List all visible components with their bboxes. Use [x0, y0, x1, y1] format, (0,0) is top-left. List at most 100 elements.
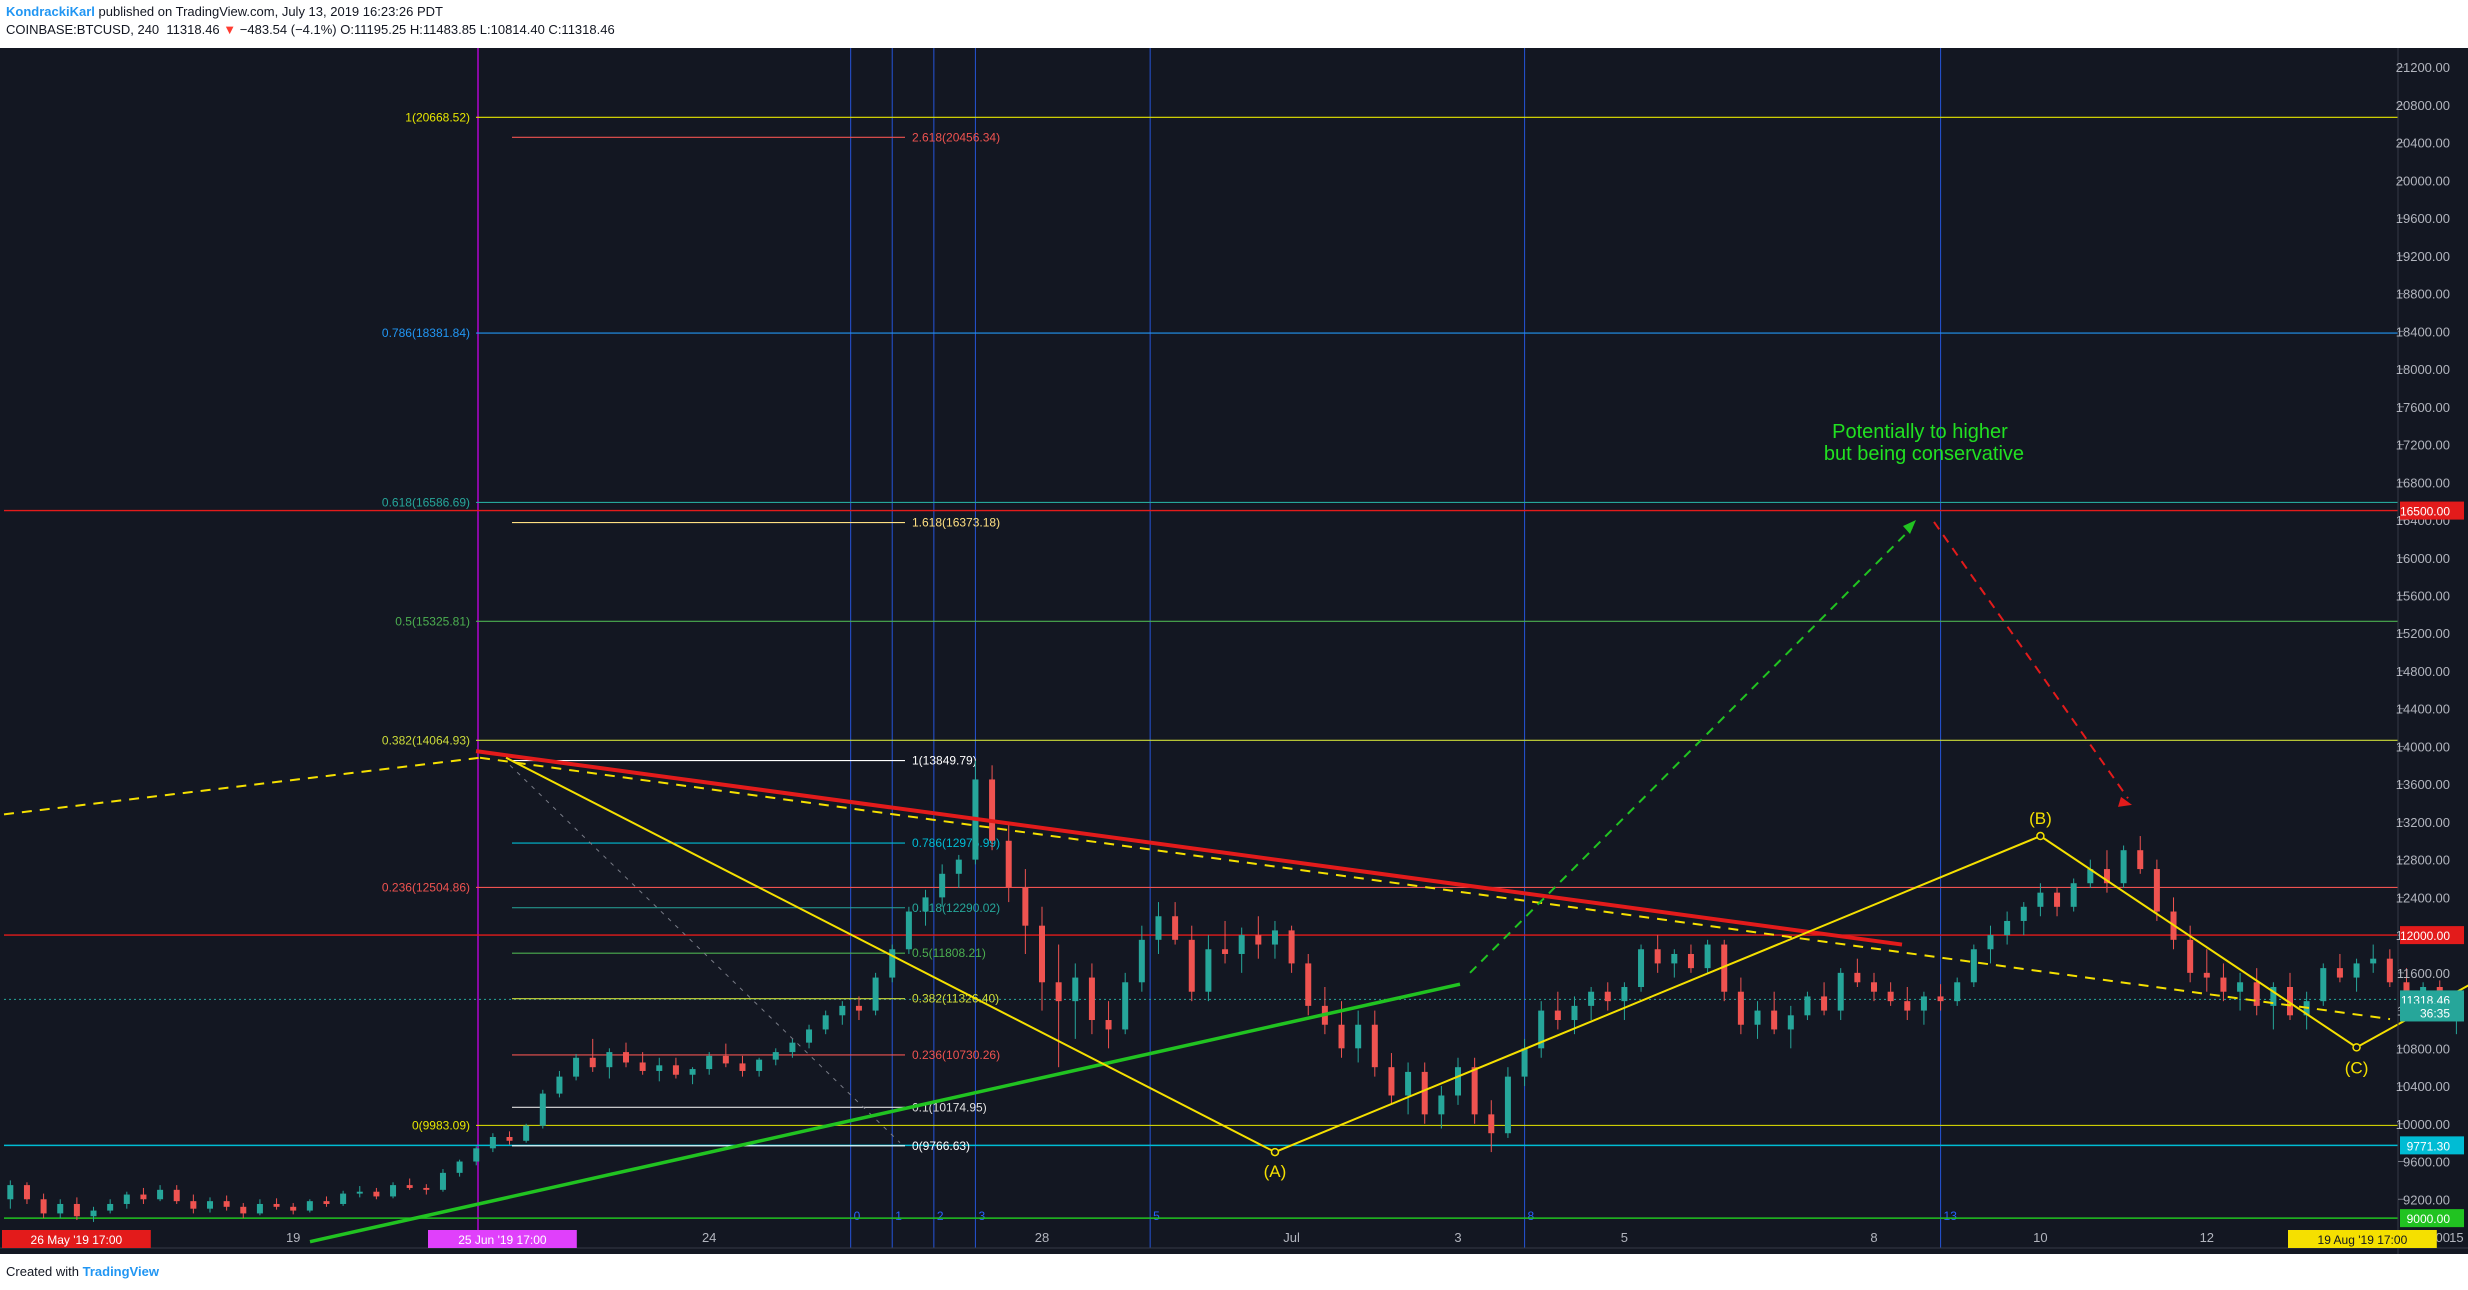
price-tick-label: 12800.00 — [2396, 853, 2450, 868]
x-marker-label-box — [428, 1230, 577, 1248]
candle-body — [1055, 982, 1062, 1002]
bearish-projection — [1933, 521, 2129, 799]
candle-body — [656, 1065, 663, 1071]
price-tick-label: 14800.00 — [2396, 664, 2450, 679]
candle-body — [1588, 991, 1595, 1006]
candle-body — [1371, 1024, 1378, 1068]
price-tick-label: 14000.00 — [2396, 739, 2450, 754]
candle-body — [1571, 1005, 1578, 1021]
fib-diagonal — [509, 764, 901, 1144]
candle-body — [2137, 850, 2144, 870]
price-tick-label: 20000.00 — [2396, 173, 2450, 188]
candle-body — [1970, 949, 1977, 983]
drawings: (A)(B)(C)(D)(E) — [3, 520, 2468, 1244]
candle-body — [1388, 1067, 1395, 1096]
support-trendline — [309, 982, 1461, 1244]
fib-small-label: 0.382(11326.40) — [912, 992, 999, 1006]
fib-small-label: 2.618(20456.34) — [912, 130, 1000, 144]
price-tick-label: 15200.00 — [2396, 626, 2450, 641]
time-tick-label: Jul — [1283, 1230, 1300, 1245]
candle-body — [889, 949, 896, 978]
candle-body — [955, 859, 962, 874]
candle-body — [2203, 972, 2210, 978]
candle-body — [1554, 1010, 1561, 1021]
candle-body — [706, 1055, 713, 1070]
candle-body — [223, 1201, 230, 1207]
ohlc-values: O:11195.25 H:11483.85 L:10814.40 C:11318… — [340, 22, 615, 37]
candle-body — [639, 1062, 646, 1071]
tradingview-logo[interactable]: TradingView — [82, 1264, 159, 1279]
wave-point — [1270, 1147, 1280, 1157]
candle-body — [922, 897, 929, 912]
candle-body — [439, 1172, 446, 1190]
time-zone-label: 13 — [1944, 1209, 1958, 1223]
time-zone-label: 1 — [895, 1209, 902, 1223]
time-tick-label: 10 — [2033, 1230, 2047, 1245]
price-axis[interactable]: 8800.009200.009600.0010000.0010400.00108… — [2396, 48, 2464, 1254]
price-label: 16500.00 — [2400, 505, 2450, 519]
candles — [7, 760, 2460, 1222]
wave-label: (A) — [1264, 1162, 1287, 1181]
time-tick-label: 5 — [1621, 1230, 1628, 1245]
fib-large-label: 1(20668.52) — [405, 110, 470, 124]
price-tick-label: 13600.00 — [2396, 777, 2450, 792]
price-tick-label: 14400.00 — [2396, 702, 2450, 717]
candle-body — [1804, 996, 1811, 1016]
candle-body — [1538, 1010, 1545, 1049]
candle-body — [506, 1136, 513, 1141]
candle-body — [2037, 892, 2044, 907]
price-chart[interactable]: 012358132134 1(20668.52)0.786(18381.84)0… — [0, 48, 2468, 1254]
dashed-trendline-left — [3, 756, 481, 816]
wave-point — [2036, 831, 2045, 841]
x-end-label-box — [2288, 1230, 2437, 1248]
dashed-trendline-right — [479, 756, 2391, 1021]
candle-body — [2153, 869, 2160, 912]
publish-info: KondrackiKarl published on TradingView.c… — [6, 4, 443, 19]
price-label: 12000.00 — [2400, 929, 2450, 943]
candle-body — [1405, 1071, 1412, 1096]
price-tick-label: 18400.00 — [2396, 324, 2450, 339]
candle-body — [1638, 949, 1645, 987]
candle-body — [839, 1005, 846, 1016]
candle-body — [1987, 935, 1994, 950]
candle-body — [173, 1189, 180, 1202]
fib-retracements: 1(20668.52) 0.786(18381.84) 0.618(16586.69… — [382, 110, 2398, 1153]
candle-body — [373, 1191, 380, 1197]
candle-body — [2237, 982, 2244, 992]
candle-body — [1188, 939, 1195, 992]
down-arrow-icon: ▼ — [223, 22, 237, 37]
price-label-box — [2400, 1003, 2464, 1022]
last-price: 11318.46 — [166, 22, 220, 37]
candle-body — [456, 1161, 463, 1173]
candle-body — [1521, 1048, 1528, 1077]
published-text: published on TradingView.com, July 13, 2… — [98, 4, 443, 19]
candle-body — [157, 1189, 164, 1200]
price-change: −483.54 (−4.1%) — [239, 22, 337, 37]
candle-body — [772, 1052, 779, 1060]
price-tick-label: 10800.00 — [2396, 1041, 2450, 1056]
candle-body — [7, 1185, 14, 1200]
time-tick-label: 19 — [286, 1230, 300, 1245]
candle-body — [739, 1063, 746, 1071]
fib-small-label: 1(13849.79) — [912, 754, 977, 768]
candle-body — [1088, 977, 1095, 1021]
candle-body — [1122, 982, 1129, 1030]
candle-body — [340, 1193, 347, 1204]
candle-body — [73, 1203, 80, 1217]
candle-body — [2004, 920, 2011, 936]
candle-body — [789, 1042, 796, 1053]
price-tick-label: 20800.00 — [2396, 98, 2450, 113]
candle-body — [1355, 1024, 1362, 1049]
wave-label: (C) — [2345, 1058, 2369, 1077]
author-link[interactable]: KondrackiKarl — [6, 4, 95, 19]
time-axis[interactable]: 719212428Jul358101215171922242629Aug3572… — [0, 1230, 2468, 1249]
candle-body — [2020, 906, 2027, 921]
candle-body — [2103, 869, 2110, 884]
price-tick-label: 18000.00 — [2396, 362, 2450, 377]
candle-body — [57, 1203, 64, 1214]
candle-body — [872, 977, 879, 1011]
candle-body — [323, 1201, 330, 1204]
time-tick-label: 8 — [1870, 1230, 1877, 1245]
fib-large-label: 0.236(12504.86) — [382, 880, 470, 894]
candle-body — [473, 1148, 480, 1162]
